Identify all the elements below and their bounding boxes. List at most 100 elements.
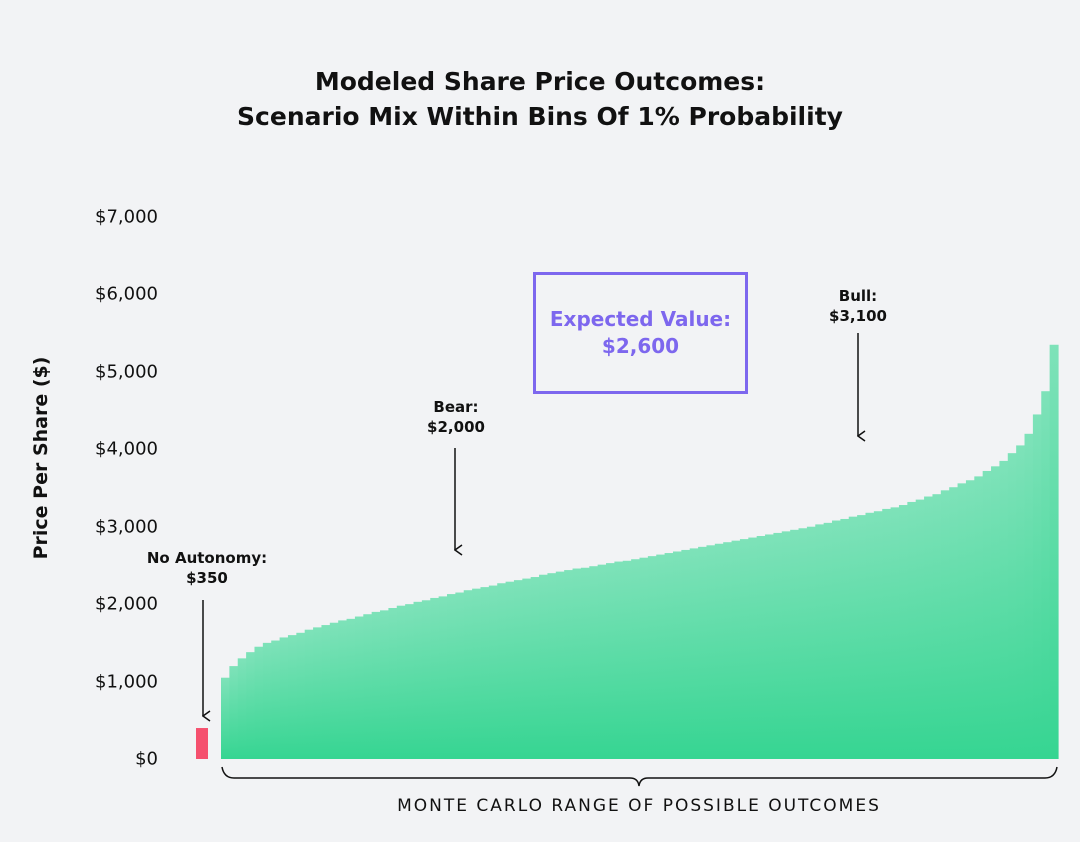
- chart-title: Modeled Share Price Outcomes: Scenario M…: [0, 64, 1080, 134]
- distribution-bar: [781, 531, 791, 759]
- distribution-bar: [338, 620, 348, 759]
- distribution-bar: [924, 496, 934, 759]
- distribution-bar: [1049, 344, 1059, 759]
- bear-value: $2,000: [427, 418, 485, 436]
- distribution-bar: [296, 632, 306, 759]
- distribution-bar: [572, 568, 582, 759]
- distribution-bar: [421, 600, 431, 759]
- expected-value-box: Expected Value: $2,600: [533, 272, 748, 394]
- distribution-bar: [472, 588, 482, 759]
- distribution-bar: [405, 604, 415, 759]
- distribution-bar: [1032, 414, 1042, 759]
- distribution-bar: [806, 526, 816, 759]
- no-autonomy-label: No Autonomy:: [146, 549, 268, 567]
- y-tick-label: $1,000: [95, 671, 158, 693]
- distribution-bar: [539, 574, 549, 759]
- no-autonomy-annotation: No Autonomy: $350: [147, 548, 267, 588]
- expected-value-label: Expected Value:: [549, 307, 732, 331]
- y-tick-label: $4,000: [95, 438, 158, 460]
- distribution-bar: [564, 570, 574, 759]
- distribution-bar: [739, 539, 749, 759]
- distribution-bar: [689, 548, 699, 759]
- distribution-bar: [731, 540, 741, 759]
- distribution-bar: [430, 597, 440, 759]
- distribution-bar: [488, 585, 498, 759]
- chart-title-line1: Modeled Share Price Outcomes:: [314, 67, 766, 96]
- distribution-bar: [664, 553, 674, 759]
- distribution-bar: [832, 520, 841, 759]
- no-autonomy-bar: [196, 728, 208, 759]
- distribution-bar: [949, 487, 959, 759]
- distribution-bar: [823, 522, 833, 759]
- distribution-bar: [237, 658, 247, 759]
- distribution-bar: [505, 581, 515, 759]
- distribution-bar: [790, 529, 800, 759]
- chart-title-line2: Scenario Mix Within Bins Of 1% Probabili…: [237, 102, 843, 131]
- distribution-bar: [589, 566, 599, 759]
- distribution-bar: [254, 646, 264, 759]
- distribution-bar: [857, 515, 867, 759]
- y-tick-label: $6,000: [95, 283, 158, 305]
- distribution-bar: [396, 605, 406, 759]
- y-tick-label: $0: [135, 748, 158, 770]
- distribution-bar: [555, 571, 565, 759]
- y-tick-label: $7,000: [95, 206, 158, 228]
- distribution-bar: [940, 490, 950, 759]
- distribution-bar: [513, 580, 523, 759]
- distribution-bar: [221, 677, 230, 759]
- distribution-bar: [1024, 433, 1034, 759]
- distribution-bar: [522, 578, 532, 759]
- distribution-bar: [438, 596, 448, 759]
- bear-annotation: Bear: $2,000: [427, 397, 485, 437]
- distribution-bar: [363, 614, 373, 759]
- distribution-bar: [706, 545, 716, 759]
- distribution-bar: [606, 563, 615, 759]
- distribution-bar: [246, 652, 256, 759]
- distribution-bar: [497, 583, 507, 759]
- distribution-bar: [723, 542, 733, 759]
- expected-value-amount: $2,600: [601, 334, 680, 358]
- distribution-bar: [446, 594, 456, 759]
- distribution-bar: [480, 587, 490, 759]
- distribution-bar: [380, 610, 389, 759]
- distribution-bar: [413, 601, 423, 759]
- distribution-bar: [765, 534, 775, 759]
- distribution-bar: [991, 466, 1001, 759]
- distribution-bar: [965, 480, 975, 759]
- distribution-bar: [346, 618, 356, 759]
- distribution-bar: [773, 532, 783, 759]
- bear-label: Bear:: [433, 398, 479, 416]
- distribution-bar: [698, 546, 708, 759]
- y-tick-label: $5,000: [95, 361, 158, 383]
- distribution-bar: [597, 564, 607, 759]
- distribution-bar: [580, 567, 590, 759]
- distribution-bar: [321, 625, 331, 759]
- y-tick-label: $2,000: [95, 593, 158, 615]
- distribution-bar: [547, 573, 557, 759]
- distribution-bar: [455, 592, 465, 759]
- distribution-bar: [982, 470, 992, 759]
- distribution-bar: [279, 637, 289, 759]
- distribution-bar: [672, 551, 682, 759]
- distribution-bar: [530, 577, 540, 759]
- distribution-bar: [1007, 453, 1017, 759]
- distribution-bar: [840, 518, 850, 759]
- bull-label: Bull:: [838, 287, 878, 305]
- distribution-bar: [631, 559, 641, 759]
- distribution-bar: [647, 556, 657, 759]
- distribution-bar: [304, 629, 314, 759]
- distribution-bar: [748, 537, 758, 759]
- y-tick-label: $3,000: [95, 516, 158, 538]
- distribution-bar: [1016, 445, 1026, 759]
- x-range-bracket: [221, 766, 1058, 787]
- distribution-bar: [815, 524, 825, 759]
- distribution-bar: [463, 590, 473, 759]
- x-axis-label: MONTE CARLO RANGE OF POSSIBLE OUTCOMES: [397, 796, 881, 816]
- distribution-bar: [756, 536, 766, 759]
- distribution-bar: [957, 483, 967, 759]
- distribution-bar: [932, 494, 942, 759]
- distribution-bar: [371, 611, 381, 759]
- distribution-bar: [915, 499, 925, 759]
- bull-annotation: Bull: $3,100: [829, 286, 887, 326]
